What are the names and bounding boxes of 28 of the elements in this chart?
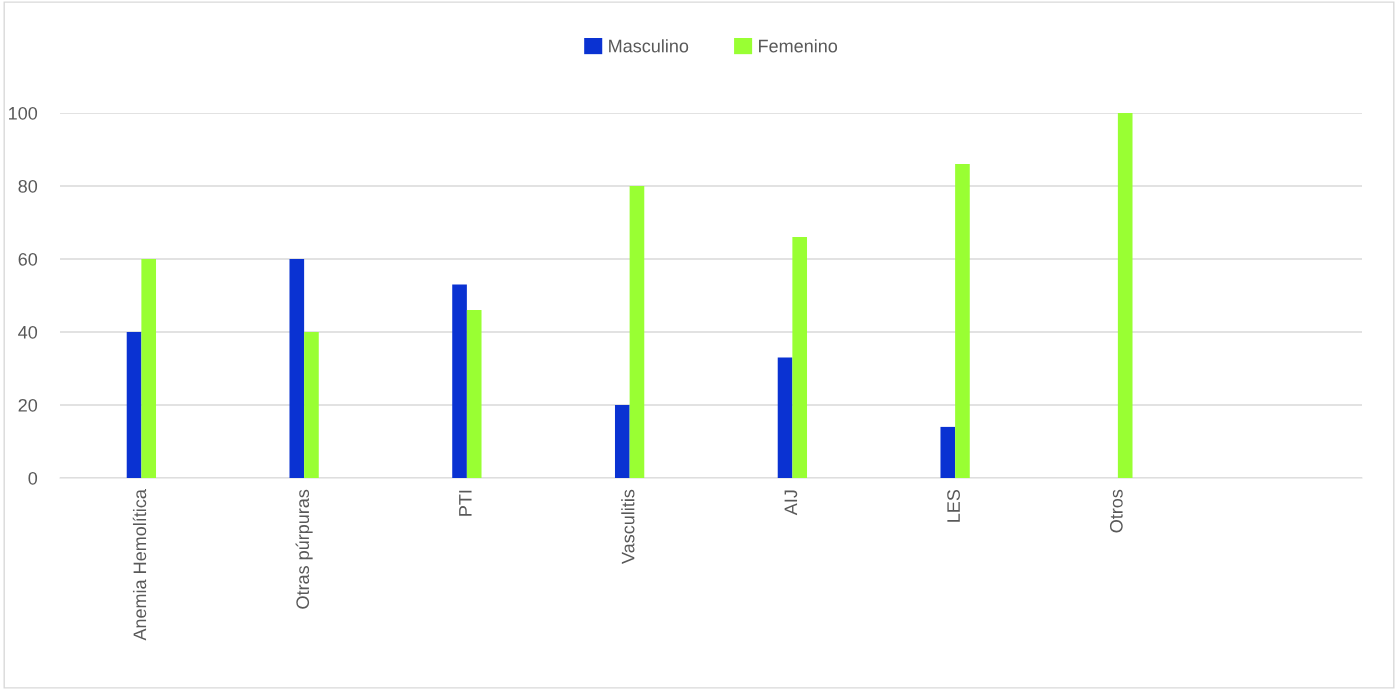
bar: [452, 284, 467, 478]
x-tick-label: LES: [947, 489, 960, 522]
bar: [777, 357, 793, 478]
bar: [466, 310, 482, 478]
y-tick-label: 60: [18, 252, 38, 266]
y-tick-label: 80: [18, 179, 38, 193]
bar: [126, 332, 142, 478]
bar: [304, 332, 319, 478]
x-tick-label: PTI: [459, 490, 472, 516]
legend-label: Femenino: [759, 39, 838, 53]
x-tick-label: Otras púrpuras: [295, 489, 313, 609]
y-tick-label: 40: [18, 325, 38, 339]
bar: [940, 426, 956, 478]
bar: [955, 164, 970, 478]
x-tick-label: Otros: [1109, 489, 1123, 533]
bar: [614, 405, 630, 478]
y-tick-label: 100: [9, 106, 38, 120]
x-tick-label: Vasculitis: [621, 489, 635, 564]
y-tick-label: 0: [28, 471, 38, 485]
legend-label: Masculino: [609, 39, 689, 53]
bar: [289, 259, 305, 478]
bar: [792, 237, 808, 478]
y-tick-label: 20: [18, 398, 38, 412]
x-tick-label: AIJ: [784, 490, 798, 516]
bar: [141, 259, 157, 478]
bar: [629, 186, 645, 478]
bar: [1117, 113, 1133, 478]
x-tick-label: Anemia Hemolítica: [132, 489, 147, 641]
